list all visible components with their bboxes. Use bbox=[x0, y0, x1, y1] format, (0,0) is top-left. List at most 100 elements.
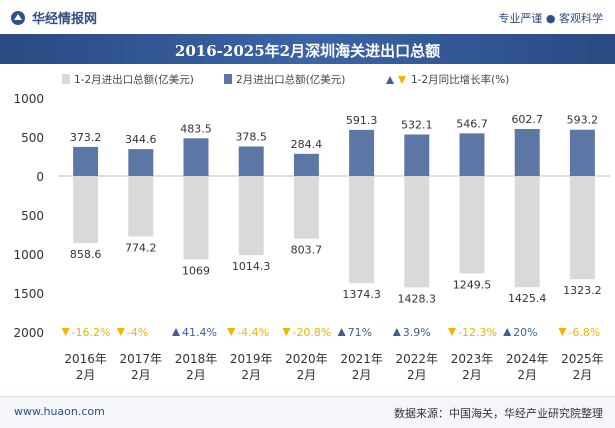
x-tick-label: 2月 bbox=[407, 368, 427, 382]
feb-value-label: 284.4 bbox=[291, 138, 323, 151]
feb-value-label: 593.2 bbox=[567, 114, 599, 127]
feb-value-label: 344.6 bbox=[125, 133, 157, 146]
total-value-label: 1069 bbox=[182, 264, 210, 277]
x-tick-label: 2022年 bbox=[396, 352, 439, 366]
feb-bar bbox=[569, 129, 595, 176]
feb-value-label: 373.2 bbox=[70, 131, 102, 144]
x-tick-label: 2017年 bbox=[120, 352, 163, 366]
website-link[interactable]: www.huaon.com bbox=[14, 405, 105, 418]
growth-rate-label: -4% bbox=[127, 326, 148, 339]
x-tick-label: 2月 bbox=[297, 368, 317, 382]
total-value-label: 1374.3 bbox=[342, 288, 381, 301]
total-bar bbox=[293, 176, 319, 239]
legend-label-3: 1-2月同比增长率(%) bbox=[411, 73, 509, 86]
x-tick-label: 2020年 bbox=[285, 352, 328, 366]
data-source: 数据来源：中国海关，华经产业研究院整理 bbox=[394, 407, 603, 420]
x-tick-label: 2月 bbox=[186, 368, 206, 382]
feb-value-label: 546.7 bbox=[456, 117, 488, 130]
chart-title: 2016-2025年2月深圳海关进出口总额 bbox=[174, 42, 441, 60]
x-tick-label: 2018年 bbox=[175, 352, 218, 366]
growth-rate-label: -12.3% bbox=[458, 326, 497, 339]
growth-rate-label: -6.8% bbox=[568, 326, 600, 339]
total-bar bbox=[404, 176, 430, 288]
feb-bar bbox=[183, 138, 209, 176]
x-tick-label: 2月 bbox=[131, 368, 151, 382]
growth-rate-label: 41.4% bbox=[182, 326, 217, 339]
legend-up-triangle-icon bbox=[386, 76, 394, 84]
total-value-label: 1249.5 bbox=[453, 278, 492, 291]
total-value-label: 774.2 bbox=[125, 241, 157, 254]
legend-down-triangle-icon bbox=[398, 76, 406, 84]
total-value-label: 1323.2 bbox=[563, 284, 602, 297]
feb-value-label: 483.5 bbox=[180, 122, 212, 135]
legend-swatch-1 bbox=[62, 74, 70, 84]
total-bar bbox=[183, 176, 209, 260]
growth-up-triangle-icon bbox=[172, 328, 180, 336]
total-value-label: 1014.3 bbox=[232, 260, 271, 273]
feb-bar bbox=[459, 133, 485, 176]
top-bar: 华经情报网 专业严谨 ● 客观科学 bbox=[0, 0, 615, 34]
x-tick-label: 2021年 bbox=[340, 352, 383, 366]
x-tick-label: 2016年 bbox=[64, 352, 107, 366]
total-value-label: 858.6 bbox=[70, 248, 102, 261]
y-tick-label: 1000 bbox=[13, 248, 44, 262]
x-tick-label: 2月 bbox=[517, 368, 537, 382]
growth-rate-label: 20% bbox=[513, 326, 537, 339]
x-tick-label: 2月 bbox=[352, 368, 372, 382]
x-tick-label: 2019年 bbox=[230, 352, 273, 366]
growth-up-triangle-icon bbox=[337, 328, 346, 336]
growth-down-triangle-icon bbox=[227, 328, 236, 336]
x-tick-label: 2月 bbox=[462, 368, 482, 382]
brand-name: 华经情报网 bbox=[32, 12, 98, 27]
growth-down-triangle-icon bbox=[558, 328, 567, 336]
growth-rate-label: 71% bbox=[348, 326, 372, 339]
total-bar bbox=[128, 176, 154, 237]
y-tick-label: 500 bbox=[21, 131, 44, 145]
feb-value-label: 378.5 bbox=[235, 130, 267, 143]
x-tick-label: 2024年 bbox=[506, 352, 549, 366]
growth-rate-label: -20.8% bbox=[292, 326, 331, 339]
feb-bar bbox=[514, 128, 540, 176]
feb-value-label: 602.7 bbox=[511, 113, 543, 126]
growth-down-triangle-icon bbox=[282, 328, 291, 336]
legend-label-1: 1-2月进出口总额(亿美元) bbox=[74, 73, 194, 86]
total-value-label: 1425.4 bbox=[508, 292, 547, 305]
feb-bar bbox=[404, 134, 430, 176]
growth-up-triangle-icon bbox=[503, 328, 512, 336]
footer: www.huaon.com 数据来源：中国海关，华经产业研究院整理 bbox=[0, 396, 615, 428]
total-bar bbox=[569, 176, 595, 280]
bar-chart: 1-2月进出口总额(亿美元) 2月进出口总额(亿美元) 1-2月同比增长率(%) 10… bbox=[13, 73, 610, 382]
growth-rate-label: -4.4% bbox=[237, 326, 269, 339]
feb-value-label: 532.1 bbox=[401, 118, 433, 131]
brand: 华经情报网 bbox=[10, 8, 97, 27]
growth-down-triangle-icon bbox=[61, 328, 70, 336]
growth-rate-label: -16.2% bbox=[72, 326, 111, 339]
brand-logo-icon bbox=[11, 10, 25, 25]
y-tick-label: 1000 bbox=[13, 92, 44, 106]
slogan: 专业严谨 ● 客观科学 bbox=[498, 12, 603, 25]
growth-down-triangle-icon bbox=[448, 328, 456, 336]
total-value-label: 803.7 bbox=[291, 244, 323, 257]
x-tick-label: 2023年 bbox=[451, 352, 494, 366]
total-bar bbox=[238, 176, 264, 256]
feb-value-label: 591.3 bbox=[346, 114, 378, 127]
y-tick-label: 2000 bbox=[13, 326, 44, 340]
legend-swatch-2 bbox=[224, 74, 232, 84]
y-tick-label: 1500 bbox=[13, 287, 44, 301]
title-bar: 2016-2025年2月深圳海关进出口总额 bbox=[0, 34, 615, 64]
growth-down-triangle-icon bbox=[116, 328, 125, 336]
legend-label-2: 2月进出口总额(亿美元) bbox=[236, 73, 345, 86]
x-tick-label: 2025年 bbox=[561, 352, 604, 366]
growth-up-triangle-icon bbox=[392, 328, 401, 336]
total-value-label: 1428.3 bbox=[398, 292, 437, 305]
feb-bar bbox=[293, 153, 319, 176]
y-tick-label: 500 bbox=[21, 209, 44, 223]
total-bar bbox=[349, 176, 375, 284]
total-bar bbox=[514, 176, 540, 288]
feb-bar bbox=[238, 146, 264, 176]
feb-bar bbox=[349, 129, 375, 176]
feb-bar bbox=[73, 146, 99, 176]
growth-rate-label: 3.9% bbox=[403, 326, 431, 339]
x-tick-label: 2月 bbox=[573, 368, 593, 382]
